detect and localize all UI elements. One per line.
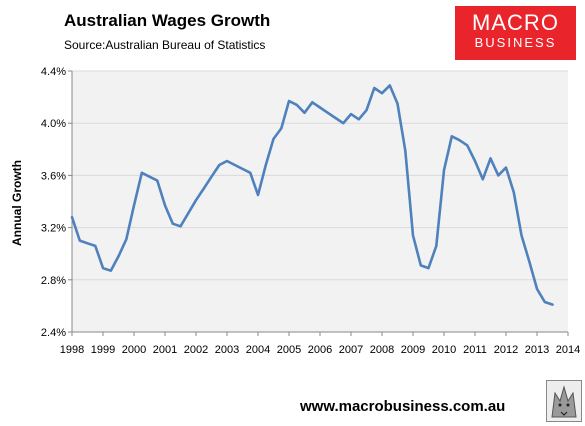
data-point xyxy=(505,166,507,169)
chart-title: Australian Wages Growth xyxy=(64,11,271,30)
data-point xyxy=(288,100,290,102)
data-point xyxy=(102,267,104,269)
data-point xyxy=(218,164,221,166)
data-point xyxy=(543,301,546,303)
data-point xyxy=(536,288,538,290)
data-point xyxy=(350,113,352,115)
data-point xyxy=(489,157,492,160)
data-point xyxy=(280,127,283,130)
x-tick-label: 2008 xyxy=(370,344,394,356)
data-point xyxy=(342,122,345,125)
data-point xyxy=(156,179,159,182)
data-point xyxy=(474,160,476,162)
chart-source: Source:Australian Bureau of Statistics xyxy=(64,38,266,52)
data-point xyxy=(272,137,275,140)
y-tick-label: 3.6% xyxy=(41,170,66,182)
data-point xyxy=(164,204,166,207)
x-tick-label: 2006 xyxy=(308,344,332,356)
x-tick-label: 2010 xyxy=(432,344,456,356)
data-point xyxy=(295,104,298,106)
data-point xyxy=(311,101,314,104)
y-tick-label: 2.4% xyxy=(41,327,66,339)
data-point xyxy=(202,187,205,190)
data-point xyxy=(419,264,422,267)
data-point xyxy=(109,269,112,272)
data-point xyxy=(334,117,337,119)
data-point xyxy=(458,139,461,142)
data-point xyxy=(520,234,523,237)
plot-area xyxy=(72,71,568,332)
data-point xyxy=(319,106,321,109)
data-point xyxy=(357,118,360,121)
x-tick-label: 2011 xyxy=(463,344,487,356)
x-tick-label: 2009 xyxy=(401,344,425,356)
data-point xyxy=(481,178,484,181)
y-tick-label: 4.0% xyxy=(41,118,66,130)
x-tick-label: 2005 xyxy=(277,344,301,356)
x-tick-label: 2001 xyxy=(153,344,177,356)
y-axis-label: Annual Growth xyxy=(10,160,24,246)
data-point xyxy=(179,225,182,228)
data-point xyxy=(125,238,128,241)
website-url: www.macrobusiness.com.au xyxy=(300,398,506,415)
x-tick-label: 2000 xyxy=(122,344,146,356)
x-tick-label: 2012 xyxy=(494,344,518,356)
x-tick-label: 2003 xyxy=(215,344,239,356)
data-point xyxy=(412,234,414,237)
data-point xyxy=(443,169,445,172)
data-point xyxy=(94,244,97,247)
data-point xyxy=(450,135,453,138)
data-point xyxy=(133,204,135,207)
data-point xyxy=(497,174,500,177)
x-tick-label: 2004 xyxy=(246,344,270,356)
y-tick-label: 3.2% xyxy=(41,223,66,235)
data-point xyxy=(512,191,515,194)
data-point xyxy=(381,92,383,95)
x-tick-label: 2002 xyxy=(184,344,208,356)
data-point xyxy=(171,222,174,225)
y-tick-label: 2.8% xyxy=(41,275,66,287)
data-point xyxy=(264,164,267,166)
x-tick-label: 1999 xyxy=(91,344,115,356)
x-tick-label: 1998 xyxy=(60,344,84,356)
x-tick-label: 2013 xyxy=(525,344,549,356)
wolf-logo-icon xyxy=(546,380,582,422)
logo-line-2: BUSINESS xyxy=(474,35,557,50)
data-point xyxy=(210,175,213,178)
data-point xyxy=(551,303,554,306)
data-point xyxy=(233,164,236,166)
data-point xyxy=(326,111,329,114)
data-point xyxy=(71,216,73,219)
data-point xyxy=(396,102,399,105)
data-point xyxy=(388,84,391,87)
data-point xyxy=(86,242,89,245)
data-point xyxy=(249,171,252,174)
macrobusiness-logo: MACRO BUSINESS xyxy=(455,6,576,60)
data-point xyxy=(195,199,197,202)
data-point xyxy=(187,212,190,215)
data-point xyxy=(257,194,259,196)
data-point xyxy=(303,111,306,114)
data-point xyxy=(241,167,244,170)
data-point xyxy=(365,109,368,112)
data-point xyxy=(148,175,151,178)
data-point xyxy=(373,87,376,89)
data-point xyxy=(226,160,228,162)
logo-line-1: MACRO xyxy=(472,10,559,35)
data-point xyxy=(404,149,407,152)
data-point xyxy=(528,260,531,263)
x-tick-label: 2007 xyxy=(339,344,363,356)
data-point xyxy=(78,239,81,242)
y-tick-label: 4.4% xyxy=(41,66,66,78)
data-point xyxy=(466,144,469,147)
data-point xyxy=(427,267,430,269)
data-point xyxy=(117,255,120,258)
x-tick-label: 2014 xyxy=(556,344,580,356)
data-point xyxy=(140,171,143,174)
data-point xyxy=(435,244,438,247)
